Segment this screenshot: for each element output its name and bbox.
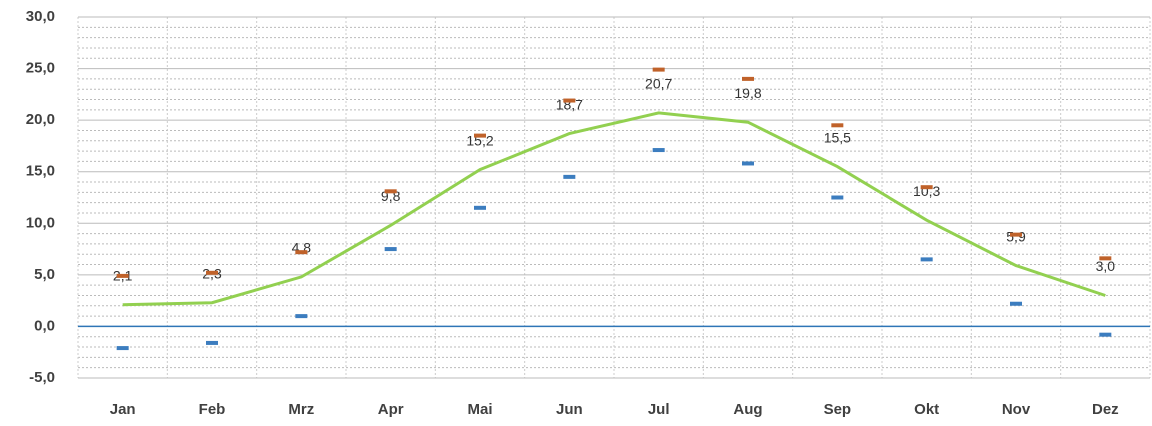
x-tick-label: Nov [1002, 401, 1031, 418]
x-tick-label: Mai [467, 401, 492, 418]
marker [1010, 232, 1022, 237]
x-tick-label: Okt [914, 401, 939, 418]
data-label: 19,8 [734, 85, 761, 101]
x-tick-label: Dez [1092, 401, 1119, 418]
x-tick-label: Apr [378, 401, 404, 418]
marker [116, 346, 129, 351]
marker [206, 340, 218, 345]
data-label: 20,7 [645, 76, 672, 92]
marker [1099, 256, 1112, 261]
line [122, 111, 1106, 307]
y-tick-label: 30,0 [26, 8, 55, 25]
marker [742, 161, 754, 166]
x-tick-label: Jan [110, 401, 136, 418]
marker [474, 205, 486, 210]
y-tick-label: 5,0 [34, 266, 55, 283]
x-tick-label: Sep [824, 401, 852, 418]
marker [206, 270, 218, 275]
marker [1099, 332, 1112, 337]
data-label: 18,7 [556, 96, 583, 112]
x-tick-label: Mrz [288, 401, 314, 418]
y-tick-label: 0,0 [34, 317, 55, 334]
marker [295, 314, 308, 319]
marker [920, 185, 933, 190]
marker [742, 76, 754, 81]
y-tick-label: -5,0 [29, 369, 55, 386]
data-label: 15,2 [466, 132, 493, 148]
marker [384, 189, 397, 194]
marker [116, 273, 129, 278]
marker [563, 174, 576, 179]
marker [295, 250, 308, 255]
marker [474, 133, 486, 138]
y-tick-label: 20,0 [26, 111, 55, 128]
marker [1010, 301, 1022, 306]
data-label: 10,3 [913, 183, 940, 199]
marker [831, 123, 844, 128]
y-tick-label: 10,0 [26, 214, 55, 231]
marker [920, 257, 933, 262]
x-tick-label: Feb [199, 401, 226, 418]
marker [384, 247, 397, 252]
data-label: 15,5 [824, 129, 851, 145]
marker [563, 98, 576, 103]
marker [831, 195, 844, 200]
x-tick-label: Jun [556, 401, 583, 418]
x-tick-label: Jul [648, 401, 670, 418]
y-tick-label: 25,0 [26, 60, 55, 77]
y-tick-label: 15,0 [26, 163, 55, 180]
marker [652, 67, 665, 72]
data-label: 3,0 [1096, 258, 1116, 274]
x-tick-label: Aug [733, 401, 762, 418]
marker [652, 148, 665, 153]
